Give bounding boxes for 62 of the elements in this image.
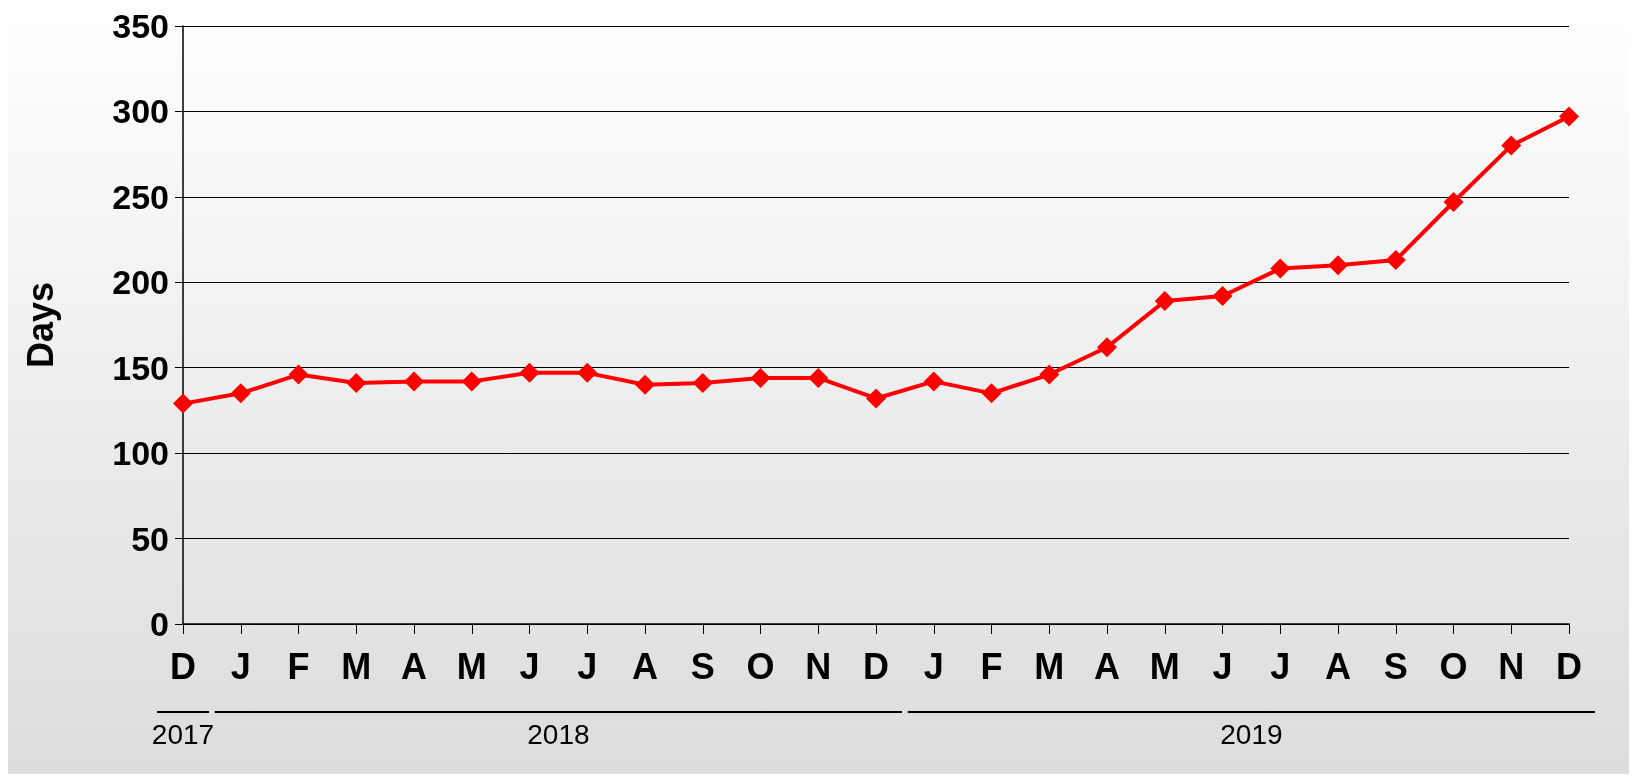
- text: 2017: [151, 718, 215, 750]
- point: [1501, 135, 1522, 156]
- point: [635, 374, 655, 395]
- x-tick-label: J: [519, 645, 540, 687]
- point: [577, 362, 598, 383]
- x-tick-label: M: [456, 645, 487, 687]
- y-axis-title: Days: [19, 281, 61, 369]
- point: [1270, 258, 1291, 279]
- point: [981, 383, 1002, 404]
- x-tick-label: N: [805, 645, 832, 687]
- y-tick-label: 300: [112, 92, 169, 131]
- point: [519, 362, 540, 383]
- x-tick-label: S: [690, 645, 715, 687]
- x-tick-label: N: [1498, 645, 1525, 687]
- x-tick-label: M: [1034, 645, 1065, 687]
- x-tick-label: A: [1094, 645, 1120, 687]
- x-tick-label: S: [1383, 645, 1408, 687]
- point: [750, 367, 771, 388]
- x-tick-label: J: [923, 645, 944, 687]
- point: [461, 371, 482, 392]
- point: [866, 388, 886, 409]
- point: [1328, 255, 1348, 276]
- point: [1212, 285, 1233, 306]
- x-tick-label: M: [1149, 645, 1180, 687]
- x-tick-label: J: [1270, 645, 1291, 687]
- y-tick-label: 350: [112, 7, 169, 45]
- x-tick-label: D: [863, 645, 889, 687]
- point: [404, 371, 424, 392]
- x-tick-label: J: [230, 645, 251, 687]
- point: [808, 367, 829, 388]
- x-tick-label: F: [287, 645, 310, 687]
- y-tick-label: 100: [112, 434, 169, 473]
- point: [923, 371, 944, 392]
- x-tick-label: O: [746, 645, 775, 687]
- text: 2019: [1220, 718, 1283, 750]
- y-tick-label: 250: [112, 177, 169, 216]
- x-tick-label: A: [632, 645, 658, 687]
- y-tick-label: 200: [112, 263, 169, 302]
- x-tick-label: D: [1556, 645, 1582, 687]
- point: [173, 393, 193, 414]
- x-tick-label: J: [577, 645, 598, 687]
- point: [1385, 250, 1406, 271]
- point: [1154, 291, 1175, 312]
- x-tick-label: A: [401, 645, 427, 687]
- point: [288, 364, 309, 385]
- x-tick-label: M: [341, 645, 372, 687]
- point: [692, 373, 713, 394]
- point: [1559, 106, 1579, 127]
- x-tick-label: J: [1212, 645, 1233, 687]
- y-tick-label: 50: [131, 519, 169, 558]
- text: 2018: [527, 718, 590, 750]
- x-tick-label: D: [170, 645, 196, 687]
- x-tick-label: A: [1325, 645, 1351, 687]
- point: [1097, 337, 1117, 358]
- point: [346, 373, 367, 394]
- x-tick-label: F: [980, 645, 1003, 687]
- y-tick-label: 0: [150, 605, 169, 643]
- point: [1039, 364, 1060, 385]
- point: [1443, 191, 1464, 212]
- x-tick-label: O: [1439, 645, 1468, 687]
- point: [230, 383, 251, 404]
- y-tick-label: 150: [112, 348, 169, 387]
